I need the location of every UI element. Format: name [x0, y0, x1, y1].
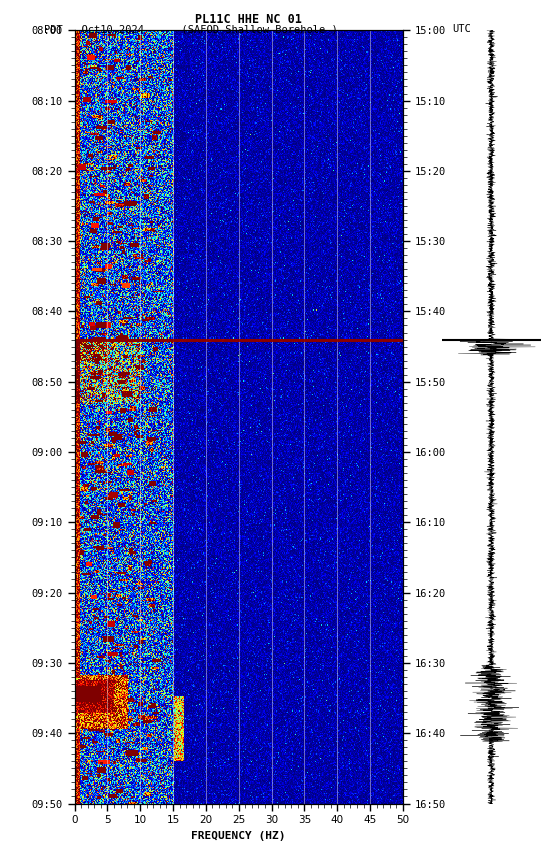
Text: UTC: UTC: [453, 24, 471, 35]
Text: PL11C HHE NC 01: PL11C HHE NC 01: [195, 13, 302, 26]
X-axis label: FREQUENCY (HZ): FREQUENCY (HZ): [192, 831, 286, 841]
Text: PDT   Oct10,2024      (SAFOD Shallow Borehole ): PDT Oct10,2024 (SAFOD Shallow Borehole ): [44, 24, 338, 35]
